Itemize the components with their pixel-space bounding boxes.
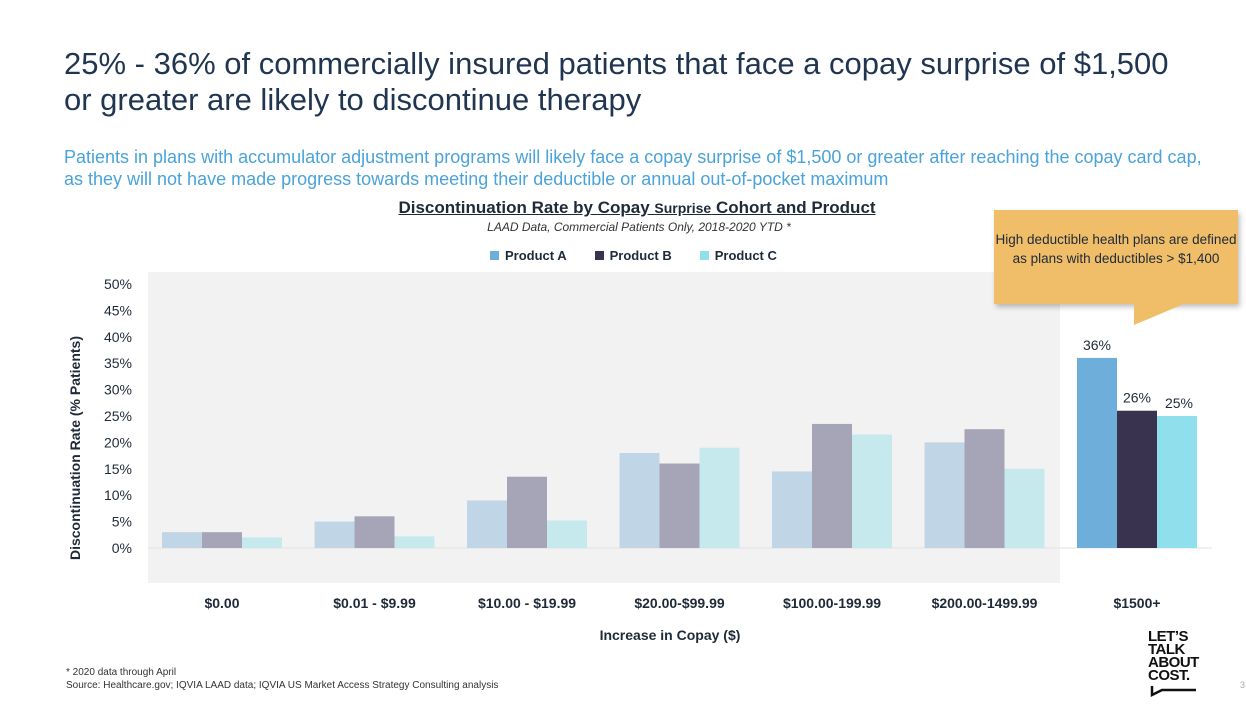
slide-title: 25% - 36% of commercially insured patien…	[64, 46, 1169, 117]
bar	[699, 447, 740, 548]
bar	[852, 434, 892, 548]
legend-item-product-b: Product B	[594, 248, 672, 263]
legend-swatch-product-b	[594, 251, 604, 260]
bar	[314, 521, 355, 548]
logo-line-1: LET’S	[1148, 628, 1189, 645]
x-tick-label: $200.00-1499.99	[932, 595, 1038, 611]
bar	[924, 442, 965, 548]
slide-subtitle: Patients in plans with accumulator adjus…	[64, 147, 1202, 189]
legend-item-product-a: Product A	[490, 248, 567, 263]
plot-background	[148, 272, 1060, 583]
bar	[202, 532, 242, 548]
bar	[812, 423, 852, 548]
bar	[1004, 468, 1045, 548]
logo-line-2: TALK	[1148, 641, 1185, 658]
x-tick-label: $20.00-$99.99	[634, 595, 725, 611]
y-tick-label: 20%	[104, 434, 132, 450]
bar	[547, 520, 587, 548]
y-tick-label: 10%	[104, 487, 132, 503]
callout-pointer	[1134, 303, 1186, 325]
y-tick-label: 15%	[104, 461, 132, 477]
y-tick-label: 45%	[104, 302, 132, 318]
data-label: 26%	[1123, 390, 1151, 406]
chart-title-part3: Cohort and Product	[711, 198, 876, 217]
footnote: * 2020 data through April Source: Health…	[66, 666, 498, 692]
legend-swatch-product-c	[699, 251, 709, 260]
bar	[619, 452, 660, 548]
x-axis-title: Increase in Copay ($)	[600, 627, 741, 643]
x-axis-labels: $0.00 $0.01 - $9.99 $10.00 - $19.99 $20.00-…	[204, 595, 1160, 611]
bar	[659, 463, 700, 548]
bar	[964, 429, 1005, 548]
legend-label-product-c: Product C	[714, 248, 777, 263]
y-tick-label: 50%	[104, 276, 132, 292]
data-labels: 36% 26% 25%	[1083, 337, 1193, 411]
bars	[162, 357, 1197, 548]
y-tick-label: 5%	[112, 514, 132, 530]
chart-title-part1: Discontinuation Rate by Copay	[398, 198, 655, 217]
chart-subtitle: LAAD Data, Commercial Patients Only, 201…	[487, 220, 791, 234]
y-tick-label: 30%	[104, 382, 132, 398]
data-label: 36%	[1083, 337, 1111, 353]
legend-item-product-c: Product C	[699, 248, 777, 263]
logo-swoosh-icon	[1150, 686, 1196, 698]
bar	[1077, 357, 1117, 548]
lets-talk-about-cost-logo: LET’S TALK ABOUT COST.	[1148, 628, 1199, 684]
chart-title-part2: Surprise	[654, 200, 712, 216]
x-tick-label: $0.01 - $9.99	[333, 595, 416, 611]
logo-line-3: ABOUT	[1148, 654, 1199, 671]
bar	[242, 537, 282, 548]
bar	[354, 516, 395, 548]
bar	[1157, 416, 1197, 548]
data-label: 25%	[1165, 395, 1193, 411]
y-tick-label: 40%	[104, 329, 132, 345]
y-tick-label: 25%	[104, 408, 132, 424]
y-axis-ticks: 0% 5% 10% 15% 20% 25% 30% 35% 40% 45% 50%	[104, 276, 132, 556]
legend-swatch-product-a	[490, 251, 499, 260]
page-number: 3	[1240, 680, 1246, 690]
x-tick-label: $0.00	[204, 595, 239, 611]
x-tick-label: $1500+	[1113, 595, 1160, 611]
legend-label-product-a: Product A	[505, 248, 567, 263]
y-tick-label: 35%	[104, 355, 132, 371]
bar	[394, 536, 435, 548]
logo-line-4: COST.	[1148, 667, 1190, 684]
x-tick-label: $100.00-199.99	[783, 595, 881, 611]
callout-text: High deductible health plans are defined…	[995, 232, 1237, 266]
bar	[467, 500, 507, 548]
y-tick-label: 0%	[112, 540, 132, 556]
callout-box: High deductible health plans are defined…	[994, 210, 1238, 304]
bar	[772, 471, 812, 548]
footnote-source: Source: Healthcare.gov; IQVIA LAAD data;…	[66, 680, 499, 691]
bar	[1117, 410, 1157, 548]
bar	[507, 476, 547, 548]
chart-legend: Product A Product B Product C	[490, 248, 777, 263]
chart-title: Discontinuation Rate by Copay Surprise C…	[0, 198, 1000, 218]
bar	[162, 532, 202, 548]
x-tick-label: $10.00 - $19.99	[478, 595, 576, 611]
footnote-data-note: * 2020 data through April	[66, 667, 177, 678]
y-axis-title: Discontinuation Rate (% Patients)	[67, 336, 83, 560]
legend-label-product-b: Product B	[609, 248, 672, 263]
